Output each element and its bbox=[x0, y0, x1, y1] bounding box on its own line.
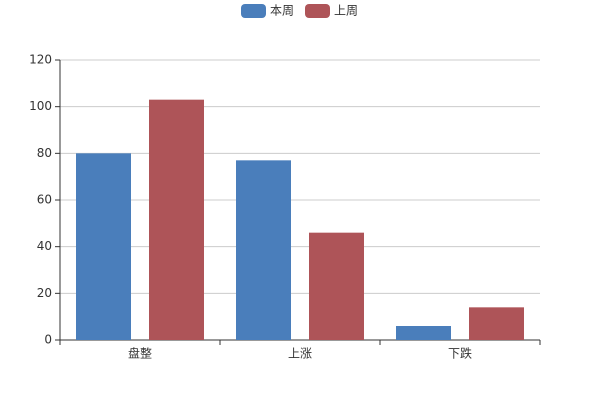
legend-label[interactable]: 本周 bbox=[270, 4, 294, 18]
bar bbox=[309, 232, 364, 340]
y-tick-label: 0 bbox=[44, 333, 52, 347]
bar bbox=[149, 99, 204, 341]
legend-swatch[interactable] bbox=[305, 4, 330, 18]
x-tick-label: 下跌 bbox=[448, 346, 472, 361]
y-tick-label: 100 bbox=[29, 99, 52, 113]
y-tick-label: 20 bbox=[37, 286, 52, 300]
x-tick-label: 上涨 bbox=[288, 346, 312, 361]
bar bbox=[236, 160, 291, 340]
bar bbox=[76, 153, 131, 340]
y-tick-label: 60 bbox=[37, 193, 52, 207]
bar bbox=[396, 326, 451, 340]
y-tick-label: 80 bbox=[37, 146, 52, 160]
bar bbox=[469, 307, 524, 340]
y-tick-label: 40 bbox=[37, 239, 52, 253]
y-tick-label: 120 bbox=[29, 53, 52, 67]
legend-swatch[interactable] bbox=[241, 4, 266, 18]
x-tick-label: 盘整 bbox=[128, 346, 152, 361]
legend-label[interactable]: 上周 bbox=[334, 4, 358, 18]
